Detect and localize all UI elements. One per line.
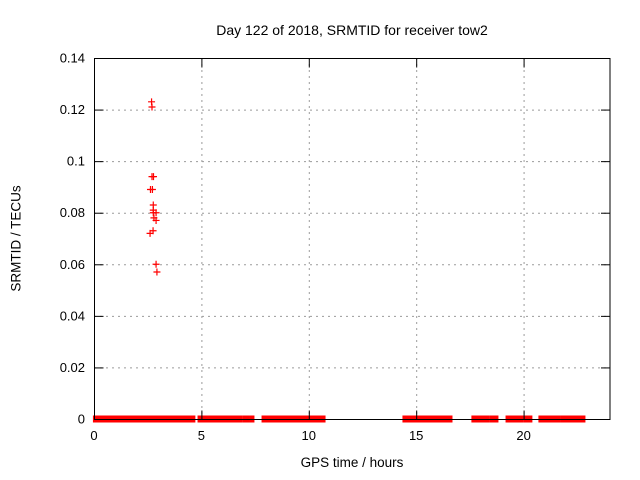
y-tick-label: 0.12: [60, 102, 85, 117]
axes: [94, 58, 611, 420]
y-tick-label: 0.14: [60, 51, 85, 66]
x-tick-label: 0: [90, 428, 97, 443]
y-tick-label: 0.08: [60, 205, 85, 220]
data-point-marker: [152, 260, 160, 268]
data-point-marker: [153, 268, 161, 276]
y-tick-label: 0.02: [60, 360, 85, 375]
x-tick-label: 20: [516, 428, 530, 443]
data-point-marker: [152, 209, 160, 217]
y-tick-label: 0.04: [60, 308, 85, 323]
gridlines: [94, 58, 610, 419]
plot-border: [94, 58, 611, 420]
data-point-marker: [152, 216, 160, 224]
y-tick-label: 0: [78, 412, 85, 427]
x-tick-label: 10: [302, 428, 316, 443]
data-point-marker: [149, 173, 157, 181]
x-tick-label: 15: [409, 428, 423, 443]
y-tick-label: 0.06: [60, 257, 85, 272]
x-tick-label: 5: [198, 428, 205, 443]
scatter-series: [146, 98, 161, 276]
data-point-marker: [148, 103, 156, 111]
data-point-marker: [148, 186, 156, 194]
x-axis-label: GPS time / hours: [300, 455, 404, 470]
y-tick-label: 0.1: [67, 154, 85, 169]
tick-labels: 0 0.02 0.04 0.06 0.08 0.1 0.12 0.14 0 5 10 15 20: [60, 51, 531, 444]
data-point-marker: [146, 229, 154, 237]
chart-title: Day 122 of 2018, SRMTID for receiver tow…: [216, 22, 488, 38]
